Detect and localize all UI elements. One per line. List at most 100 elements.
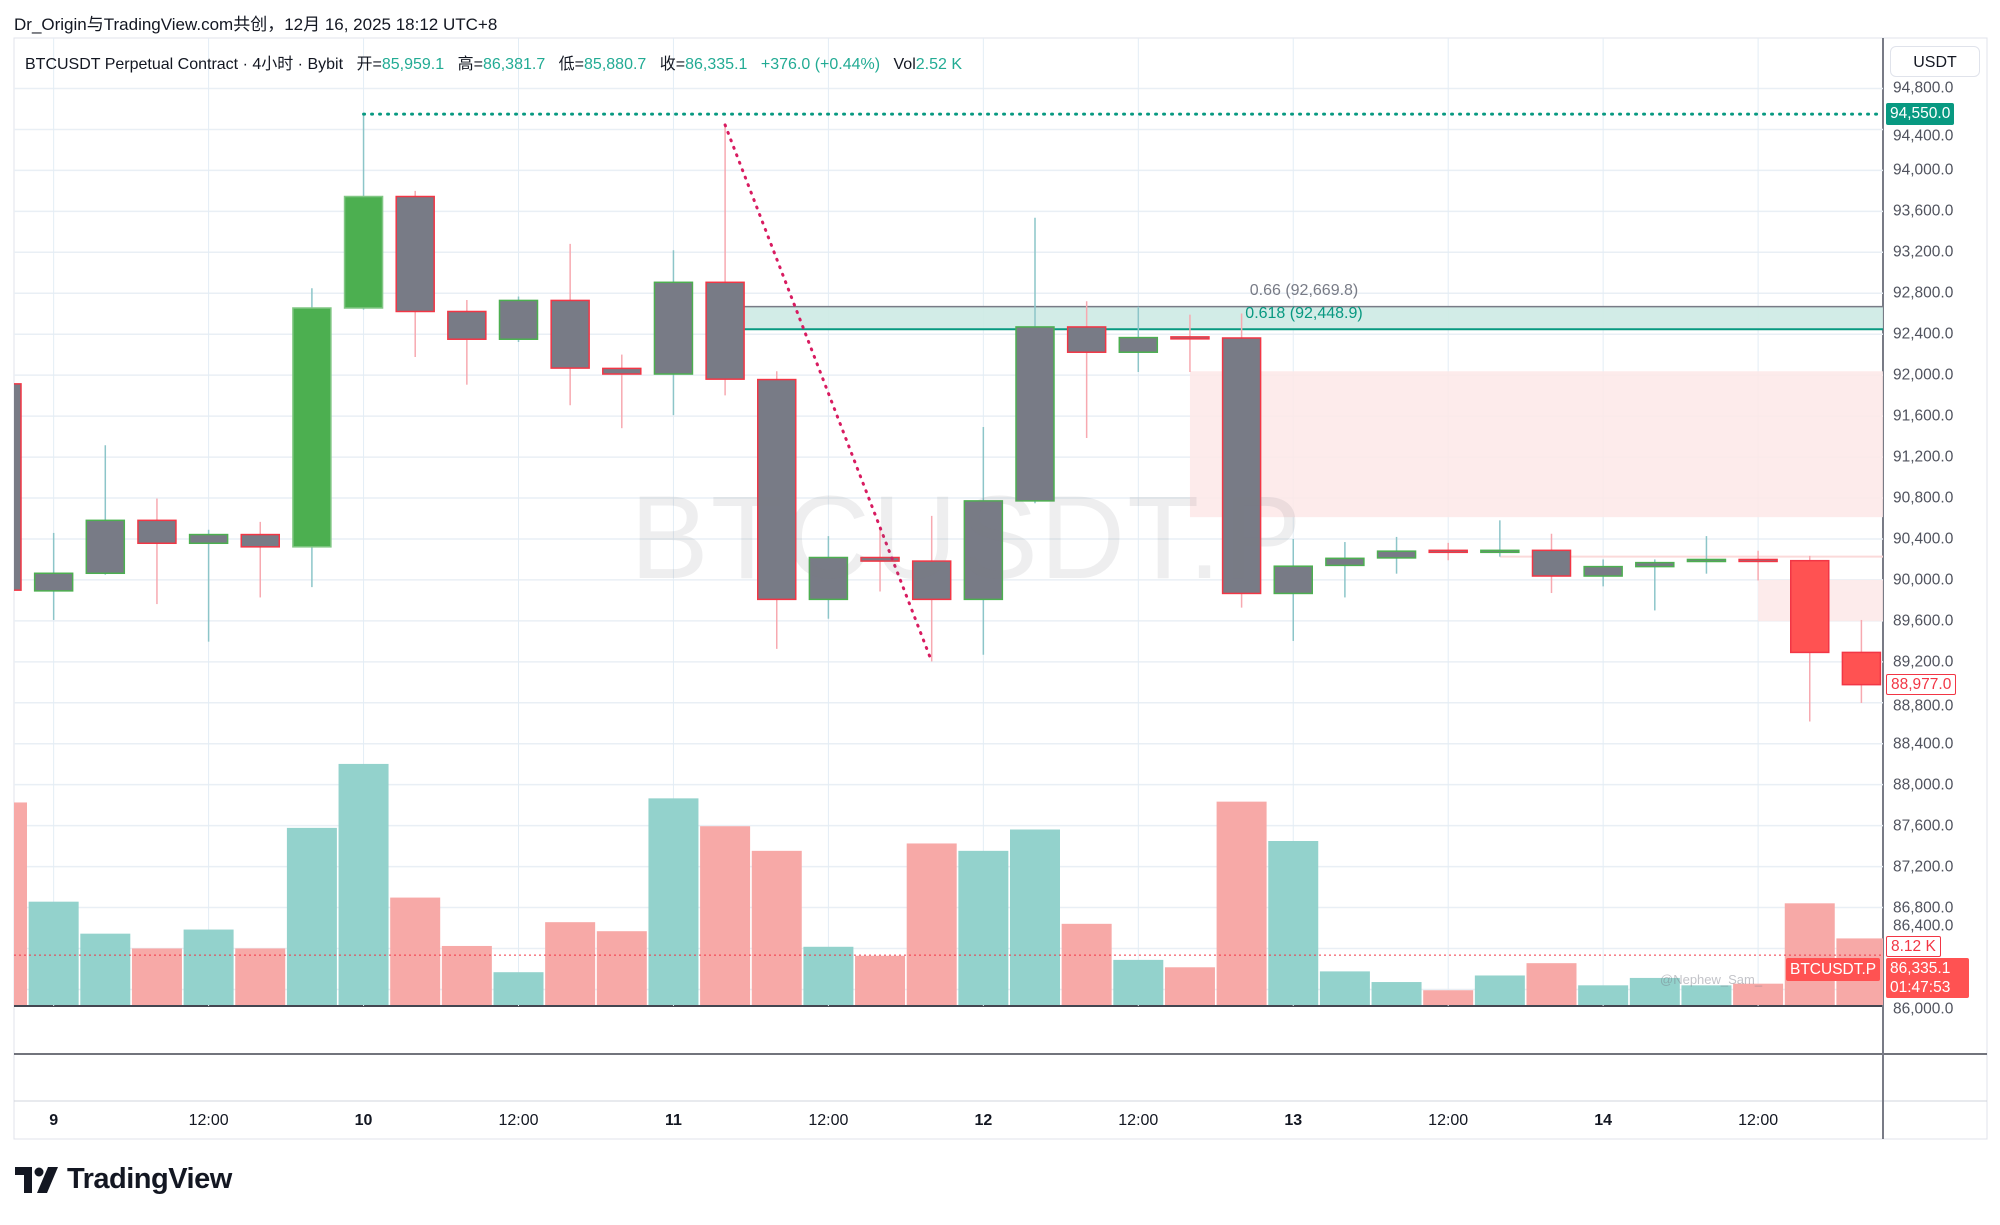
- legend-symbol: BTCUSDT Perpetual Contract · 4小时 · Bybit: [25, 56, 344, 73]
- author-watermark: @Nephew_Sam_: [1660, 972, 1763, 987]
- candle-body: [911, 560, 952, 601]
- currency-button[interactable]: USDT: [1890, 46, 1980, 77]
- price-tick-label: 86,800.0: [1893, 899, 1954, 917]
- time-tick-label: 13: [1284, 1112, 1303, 1129]
- price-tick-label: 88,400.0: [1893, 735, 1954, 753]
- legend-close-label: 收=: [659, 56, 686, 73]
- candle-body: [85, 519, 126, 575]
- volume-bar: [1629, 977, 1680, 1005]
- price-tick-label: 90,000.0: [1893, 571, 1954, 589]
- volume-bar: [1216, 801, 1267, 1005]
- volume-bar: [286, 827, 337, 1005]
- last-price-tag: 86,335.1 01:47:53: [1886, 958, 1969, 998]
- candle-body: [1583, 565, 1623, 577]
- volume-bar: [1733, 983, 1784, 1005]
- volume-bar: [14, 802, 27, 1005]
- volume-value-tag: 8.12 K: [1886, 936, 1941, 957]
- candle-body: [1635, 561, 1675, 568]
- drawing-lines: [362, 112, 1883, 664]
- volume-bar: [1423, 990, 1474, 1005]
- candle-body: [447, 310, 487, 340]
- legend-open: 85,959.1: [381, 56, 445, 73]
- symbol-tag: BTCUSDT.P: [1786, 958, 1881, 981]
- chart-attribution: Dr_Origin与TradingView.com共创，12月 16, 2025…: [14, 15, 498, 34]
- last-price: 86,335.1: [1890, 960, 1951, 977]
- fib-label-066: 0.66 (92,669.8): [1249, 282, 1359, 299]
- volume-bars: [14, 763, 1883, 1005]
- volume-bar: [700, 826, 751, 1005]
- price-tick-label: 94,400.0: [1893, 127, 1954, 145]
- candle-body: [963, 500, 1004, 601]
- volume-bar: [183, 929, 234, 1005]
- time-tick-label: 12:00: [188, 1112, 229, 1129]
- candle-body: [343, 195, 384, 309]
- candle-body: [1738, 558, 1778, 563]
- volume-bar: [1268, 841, 1319, 1005]
- volume-bar: [545, 922, 596, 1005]
- legend-high: 86,381.7: [482, 56, 546, 73]
- volume-bar: [1319, 971, 1370, 1005]
- volume-bar: [80, 933, 131, 1005]
- current-price-tag: 88,977.0: [1886, 674, 1957, 695]
- time-tick-label: 12:00: [1428, 1112, 1469, 1129]
- volume-bar: [596, 931, 647, 1005]
- volume-bar: [1164, 967, 1215, 1005]
- volume-bar: [1010, 829, 1060, 1005]
- price-tick-label: 92,800.0: [1893, 284, 1954, 302]
- candle-body: [1686, 558, 1727, 563]
- candle-body: [1221, 337, 1262, 595]
- ohlc-legend: BTCUSDT Perpetual Contract · 4小时 · Bybit…: [25, 50, 962, 74]
- candle-body: [395, 195, 435, 313]
- volume-bar: [338, 763, 389, 1005]
- bar-countdown: 01:47:53: [1890, 979, 1951, 996]
- legend-low-label: 低=: [558, 56, 585, 73]
- legend-vol-label: Vol: [893, 56, 916, 73]
- price-tick-label: 92,000.0: [1893, 366, 1954, 384]
- volume-bar: [28, 901, 79, 1005]
- price-tick-label: 87,600.0: [1893, 817, 1954, 835]
- volume-bar: [958, 850, 1009, 1005]
- price-tick-label: 87,200.0: [1893, 858, 1954, 876]
- price-tick-label: 94,800.0: [1893, 79, 1954, 97]
- time-tick-label: 12: [974, 1112, 993, 1129]
- chart-frame: [13, 37, 1988, 1140]
- candle-body: [705, 281, 745, 380]
- candle-body: [1015, 326, 1055, 502]
- candle-body: [1118, 336, 1159, 353]
- volume-bar: [1681, 985, 1732, 1005]
- time-tick-label: 12:00: [808, 1112, 849, 1129]
- candle-body: [498, 299, 539, 340]
- tradingview-logo[interactable]: TradingView: [15, 1163, 232, 1196]
- price-tick-label: 91,200.0: [1893, 448, 1954, 466]
- price-tick-label: 89,600.0: [1893, 612, 1954, 630]
- tradingview-logo-icon: [15, 1166, 58, 1193]
- volume-bar: [235, 948, 286, 1005]
- volume-bar: [1784, 903, 1835, 1005]
- volume-bar: [390, 897, 441, 1005]
- price-tick-label: 93,200.0: [1893, 243, 1954, 261]
- volume-bar: [751, 850, 802, 1005]
- legend-vol: 2.52 K: [915, 56, 963, 73]
- candle-body: [550, 299, 590, 369]
- volume-bar: [1113, 959, 1164, 1005]
- price-tick-label: 90,800.0: [1893, 489, 1954, 507]
- trend-line: [723, 123, 934, 664]
- legend-open-label: 开=: [356, 56, 382, 73]
- time-tick-label: 14: [1594, 1112, 1613, 1129]
- volume-bar: [131, 948, 182, 1005]
- time-tick-label: 10: [354, 1112, 373, 1129]
- volume-bar: [493, 972, 544, 1005]
- candle-body: [1376, 550, 1417, 559]
- candle-body: [188, 533, 229, 545]
- time-tick-label: 9: [49, 1112, 59, 1129]
- symbol-watermark: BTCUSDT.P: [630, 472, 1304, 604]
- candle-body: [808, 556, 849, 601]
- candle-body: [240, 533, 280, 548]
- tradingview-logo-text: TradingView: [67, 1163, 232, 1195]
- candle-body: [1325, 557, 1365, 567]
- candles: [14, 114, 1882, 722]
- candle-body: [860, 556, 900, 562]
- candle-body: [757, 378, 797, 601]
- candle-body: [1170, 336, 1210, 340]
